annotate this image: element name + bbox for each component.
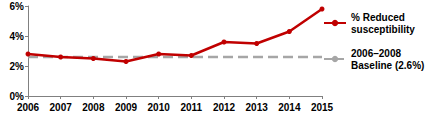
- svg-text:2010: 2010: [148, 102, 171, 113]
- svg-text:% Reduced: % Reduced: [351, 12, 408, 23]
- svg-text:2013: 2013: [246, 102, 269, 113]
- svg-text:2012: 2012: [213, 102, 236, 113]
- svg-text:2007: 2007: [50, 102, 73, 113]
- svg-text:2011: 2011: [180, 102, 202, 113]
- svg-text:Baseline (2.6%): Baseline (2.6%): [351, 60, 424, 71]
- svg-text:6%: 6%: [10, 1, 25, 12]
- svg-text:2%: 2%: [10, 61, 25, 72]
- svg-text:2015: 2015: [311, 102, 334, 113]
- svg-text:2008: 2008: [82, 102, 105, 113]
- svg-text:susceptibility: susceptibility: [351, 24, 415, 35]
- svg-text:2014: 2014: [278, 102, 301, 113]
- svg-text:2009: 2009: [115, 102, 138, 113]
- svg-text:0%: 0%: [10, 91, 25, 102]
- svg-text:4%: 4%: [10, 31, 25, 42]
- svg-text:2006–2008: 2006–2008: [351, 48, 404, 59]
- svg-text:2006: 2006: [17, 102, 40, 113]
